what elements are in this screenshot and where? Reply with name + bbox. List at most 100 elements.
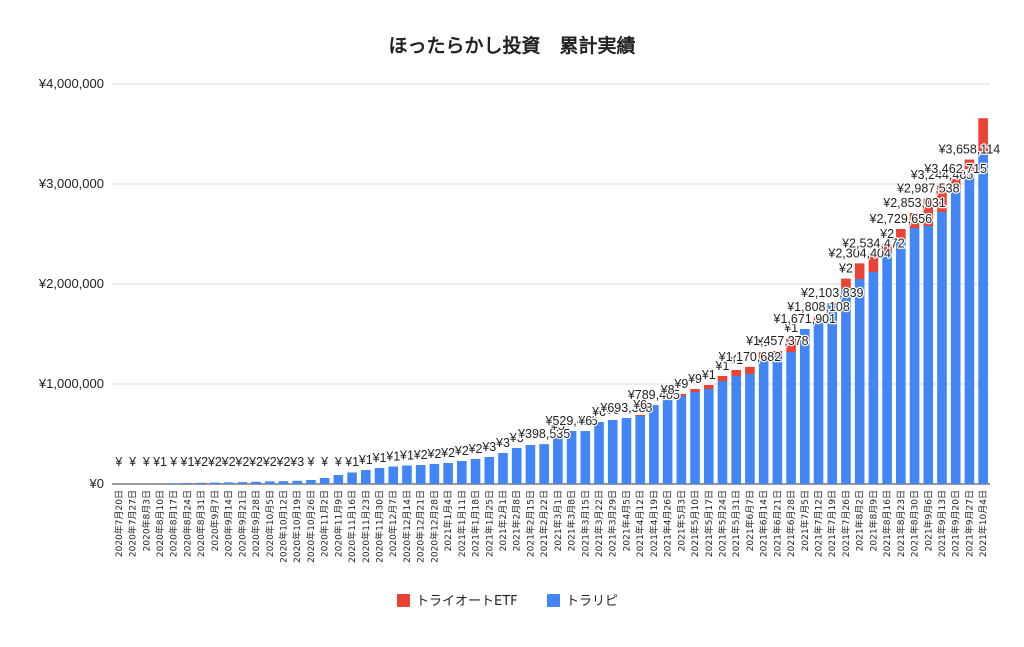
data-label: ¥: [142, 455, 150, 469]
data-label: ¥: [114, 455, 122, 469]
y-tick-label: ¥2,000,000: [38, 276, 104, 291]
x-tick-label: 2021年2月8日: [511, 490, 523, 551]
bar-traripi: [237, 482, 248, 484]
data-label: ¥2: [234, 455, 249, 469]
chart-title: ほったらかし投資 累計実績: [388, 34, 635, 57]
legend-label-traripi: トラリピ: [566, 594, 618, 609]
data-label: ¥3: [495, 436, 510, 450]
bar-traripi: [470, 459, 481, 484]
bar-etf: [772, 351, 783, 356]
x-tick-label: 2021年9月13日: [936, 490, 948, 557]
data-label: ¥2,103,839: [800, 286, 864, 300]
x-tick-label: 2021年7月19日: [826, 490, 838, 557]
bar-traripi: [841, 289, 851, 484]
x-tick-label: 2021年7月5日: [799, 490, 811, 551]
data-label: ¥1,170,682: [718, 350, 782, 364]
x-tick-label: 2021年6月28日: [785, 490, 797, 557]
data-label: ¥2: [262, 455, 277, 469]
bar-traripi: [429, 464, 440, 484]
legend-swatch-etf: [397, 594, 410, 607]
x-tick-label: 2021年6月7日: [744, 490, 756, 551]
x-tick-label: 2021年8月23日: [895, 490, 907, 557]
bar-etf: [950, 179, 961, 189]
x-tick-label: 2021年9月20日: [950, 490, 962, 557]
bar-traripi: [703, 389, 714, 484]
x-tick-label: 2020年12月7日: [387, 490, 399, 557]
data-label: ¥1,808,108: [786, 300, 850, 314]
bar-etf: [964, 159, 975, 171]
data-label: ¥1,671,901: [773, 312, 837, 326]
bar-traripi: [278, 481, 289, 484]
data-label: ¥398,535: [517, 427, 570, 441]
x-tick-label: 2021年3月22日: [593, 490, 605, 557]
bar-etf: [937, 185, 947, 212]
bar-traripi: [511, 448, 522, 484]
data-label: ¥1: [152, 455, 167, 469]
bar-traripi: [415, 465, 426, 484]
data-label: ¥3: [289, 455, 304, 469]
bar-traripi: [923, 226, 934, 484]
y-tick-label: ¥1,000,000: [38, 376, 104, 391]
bar-traripi: [306, 480, 316, 484]
bar-traripi: [196, 482, 206, 484]
bar-traripi: [676, 396, 687, 484]
data-label: ¥9: [687, 372, 702, 386]
data-label: ¥6: [632, 398, 647, 412]
data-label: ¥3,462,715: [923, 162, 987, 176]
data-label: ¥693,388: [599, 401, 652, 415]
data-label: ¥789,405: [627, 388, 680, 402]
data-label: ¥1: [701, 368, 716, 382]
data-label: ¥529,416: [545, 414, 598, 428]
x-tick-label: 2021年3月8日: [566, 490, 578, 551]
x-tick-label: 2021年5月3日: [675, 490, 687, 551]
x-tick-label: 2020年9月28日: [250, 490, 262, 557]
bar-traripi: [621, 418, 632, 484]
bar-traripi: [264, 481, 275, 484]
bar-traripi: [457, 461, 467, 484]
x-tick-label: 2021年1月4日: [442, 490, 454, 551]
bar-etf: [868, 253, 879, 272]
x-tick-label: 2021年1月25日: [483, 490, 495, 557]
bar-traripi: [662, 400, 673, 484]
x-tick-label: 2021年2月1日: [497, 490, 509, 551]
x-tick-label: 2020年10月12日: [277, 490, 289, 563]
bar-traripi: [717, 381, 728, 484]
x-tick-label: 2020年8月17日: [168, 490, 180, 557]
x-tick-label: 2020年9月21日: [236, 490, 248, 557]
bar-etf: [841, 278, 851, 289]
data-label: ¥5: [550, 419, 565, 433]
bar-traripi: [950, 189, 961, 484]
bar-traripi: [168, 483, 179, 484]
data-label: ¥9: [673, 377, 688, 391]
data-label: ¥1: [783, 321, 798, 335]
data-label: ¥3: [509, 431, 524, 445]
x-tick-label: 2021年4月26日: [662, 490, 674, 557]
y-tick-label: ¥4,000,000: [38, 76, 104, 91]
bar-traripi: [690, 392, 700, 484]
x-tick-label: 2020年8月24日: [181, 490, 193, 557]
bar-traripi: [607, 420, 618, 484]
x-tick-label: 2021年10月4日: [977, 490, 989, 557]
data-label: ¥6: [591, 405, 606, 419]
data-label: ¥2: [221, 455, 236, 469]
data-label: ¥6: [577, 414, 592, 428]
bar-traripi: [868, 272, 879, 484]
bar-etf: [676, 394, 687, 396]
bar-traripi: [854, 279, 865, 484]
x-tick-label: 2020年9月14日: [223, 490, 235, 557]
bar-traripi: [978, 154, 988, 484]
x-tick-label: 2020年7月20日: [113, 490, 125, 557]
x-tick-label: 2021年6月14日: [758, 490, 770, 557]
x-tick-label: 2021年6月21日: [771, 490, 783, 557]
data-label: ¥2: [426, 447, 441, 461]
x-tick-label: 2021年8月2日: [854, 490, 866, 551]
bar-etf: [758, 352, 769, 361]
x-tick-label: 2021年5月10日: [689, 490, 701, 557]
x-tick-label: 2021年4月12日: [634, 490, 646, 557]
bar-traripi: [964, 171, 975, 484]
bar-traripi: [813, 323, 824, 484]
data-label: ¥3,244,465: [910, 168, 974, 182]
data-label: ¥2: [413, 448, 428, 462]
data-label: ¥1: [385, 450, 400, 464]
bar-traripi: [210, 482, 220, 484]
